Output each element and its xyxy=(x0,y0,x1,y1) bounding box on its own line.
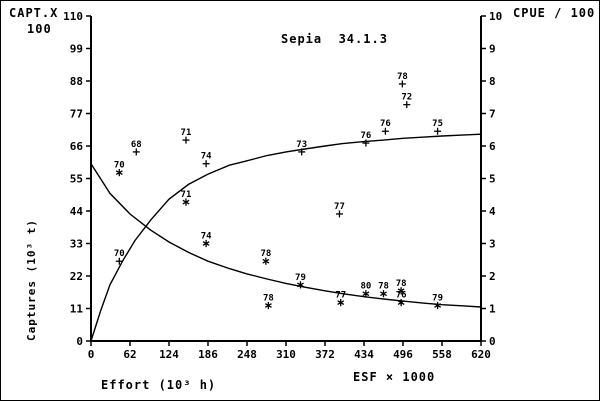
bottom-axis-tick-label: 124 xyxy=(159,348,179,361)
left-axis-tick-label: 0 xyxy=(76,335,83,348)
bottom-axis-tick-label: 434 xyxy=(354,348,374,361)
left-axis-tick-label: 11 xyxy=(70,303,84,316)
data-point-year-label: 78 xyxy=(396,279,407,289)
data-point-year-label: 70 xyxy=(114,249,125,259)
left-axis-tick-label: 88 xyxy=(70,75,83,88)
bottom-axis-tick-label: 310 xyxy=(276,348,296,361)
yield-curve xyxy=(90,133,482,342)
cpue-curve xyxy=(90,163,482,308)
asterisk-marker xyxy=(362,291,370,297)
asterisk-marker xyxy=(297,282,304,288)
data-point-year-label: 77 xyxy=(335,291,346,301)
data-point-year-label: 79 xyxy=(295,273,306,283)
left-axis-tick-label: 99 xyxy=(70,43,83,56)
asterisk-marker xyxy=(434,303,442,308)
asterisk-marker xyxy=(202,241,210,246)
data-point-year-label: 70 xyxy=(114,161,125,171)
data-point-year-label: 73 xyxy=(296,140,307,150)
data-point-year-label: 74 xyxy=(201,152,212,162)
left-axis-caption-line2: 100 xyxy=(27,22,52,36)
asterisk-marker xyxy=(337,300,345,305)
data-point-year-label: 79 xyxy=(432,294,443,304)
left-axis-tick-label: 77 xyxy=(70,108,83,121)
right-axis-caption: CPUE / 100 xyxy=(513,6,596,20)
bottom-axis-tick-label: 372 xyxy=(315,348,335,361)
left-axis-caption-line1: CAPT.X xyxy=(9,6,59,20)
right-axis-tick-label: 7 xyxy=(489,108,496,121)
data-point-year-label: 77 xyxy=(334,202,345,212)
x-axis-caption-effort: Effort (10³ h) xyxy=(101,378,217,392)
bottom-axis-tick-label: 248 xyxy=(237,348,257,361)
data-point-year-label: 76 xyxy=(360,131,371,141)
bottom-axis-tick-label: 62 xyxy=(123,348,136,361)
asterisk-marker xyxy=(264,303,272,308)
x-axis-caption-esf: ESF × 1000 xyxy=(353,370,436,384)
data-point-year-label: 71 xyxy=(181,190,192,200)
right-axis-tick-label: 9 xyxy=(489,43,496,56)
right-axis-tick-label: 4 xyxy=(489,205,496,218)
data-point-year-label: 68 xyxy=(131,140,142,150)
left-axis-tick-label: 55 xyxy=(70,173,83,186)
data-point-year-label: 78 xyxy=(397,72,408,82)
left-axis-tick-label: 44 xyxy=(70,205,84,218)
bottom-axis-tick-label: 496 xyxy=(393,348,413,361)
data-point-year-label: 71 xyxy=(181,128,192,138)
asterisk-marker xyxy=(397,300,405,305)
data-point-year-label: 75 xyxy=(432,119,443,129)
data-point-year-label: 72 xyxy=(401,93,412,103)
right-axis-tick-label: 1 xyxy=(489,303,496,316)
right-axis-tick-label: 6 xyxy=(489,140,496,153)
data-point-year-label: 78 xyxy=(263,294,274,304)
bottom-axis-tick-label: 186 xyxy=(198,348,218,361)
data-point-year-label: 76 xyxy=(380,119,391,129)
data-point-year-label: 80 xyxy=(360,282,371,292)
data-point-year-label: 74 xyxy=(201,232,212,242)
right-axis-tick-label: 10 xyxy=(489,10,502,23)
right-axis-tick-label: 3 xyxy=(489,238,496,251)
bottom-axis-tick-label: 558 xyxy=(432,348,452,361)
data-point-year-label: 78 xyxy=(260,249,271,259)
right-axis-tick-label: 2 xyxy=(489,270,496,283)
bottom-axis-tick-label: 0 xyxy=(88,348,95,361)
asterisk-marker xyxy=(380,291,387,297)
asterisk-marker xyxy=(182,199,190,205)
left-axis-tick-label: 33 xyxy=(70,238,83,251)
right-axis-tick-label: 5 xyxy=(489,173,496,186)
data-point-year-label: 76 xyxy=(396,291,407,301)
left-axis-tick-label: 22 xyxy=(70,270,83,283)
bottom-axis-tick-label: 620 xyxy=(471,348,491,361)
asterisk-marker xyxy=(262,258,270,264)
left-axis-tick-label: 110 xyxy=(63,10,83,23)
asterisk-marker xyxy=(397,288,405,294)
left-axis-tick-label: 66 xyxy=(70,140,84,153)
data-point-year-label: 78 xyxy=(378,282,389,292)
right-axis-tick-label: 8 xyxy=(489,75,496,88)
asterisk-marker xyxy=(115,170,123,175)
chart-title: Sepia 34.1.3 xyxy=(281,32,388,46)
right-axis-tick-label: 0 xyxy=(489,335,496,348)
